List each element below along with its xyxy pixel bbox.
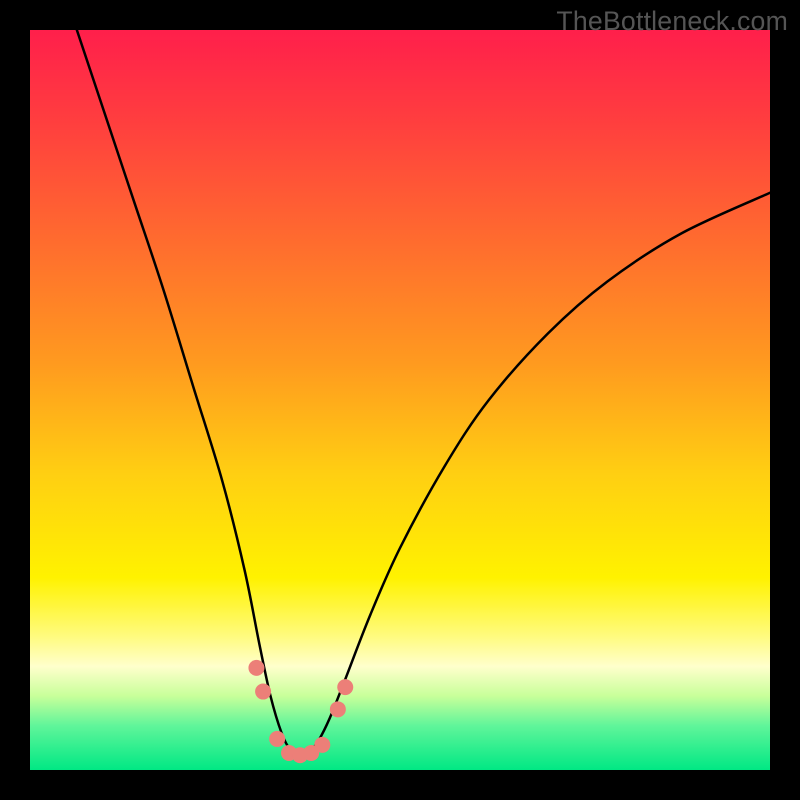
curve-marker	[330, 701, 346, 717]
bottleneck-chart	[0, 0, 800, 800]
plot-background	[30, 30, 770, 770]
chart-frame: TheBottleneck.com	[0, 0, 800, 800]
curve-marker	[248, 660, 264, 676]
curve-marker	[314, 737, 330, 753]
curve-marker	[255, 684, 271, 700]
curve-marker	[337, 679, 353, 695]
curve-marker	[269, 731, 285, 747]
watermark-text: TheBottleneck.com	[556, 6, 788, 37]
